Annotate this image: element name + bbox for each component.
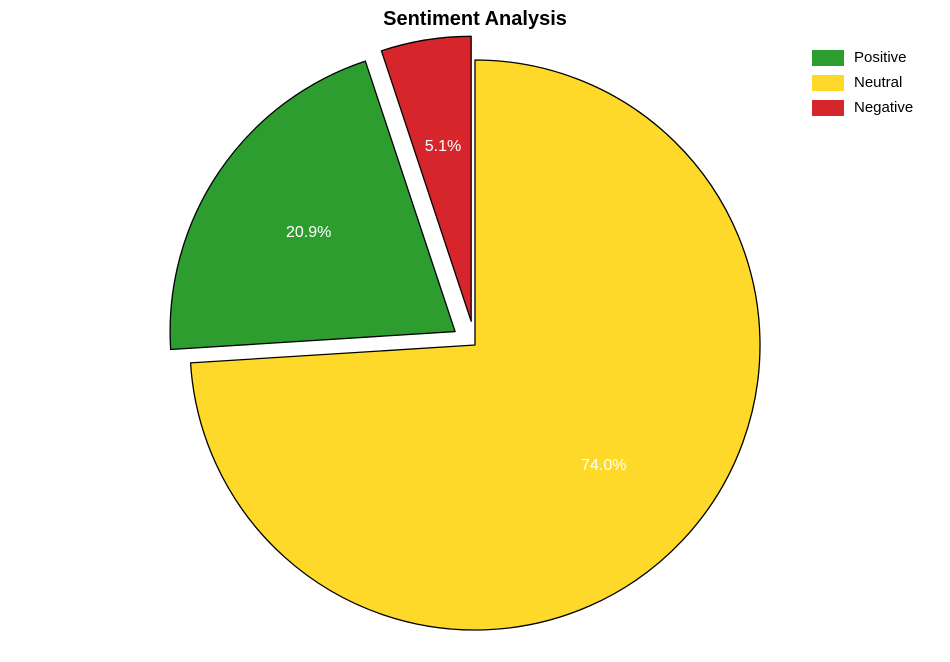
sentiment-pie-chart: Sentiment Analysis 74.0%20.9%5.1% Positi… [0,0,950,662]
legend-swatch-negative [812,100,844,116]
legend: Positive Neutral Negative [812,46,913,121]
legend-swatch-neutral [812,75,844,91]
legend-item-positive: Positive [812,46,913,69]
legend-label-positive: Positive [854,49,907,66]
pie-label-neutral: 74.0% [581,457,626,474]
legend-item-neutral: Neutral [812,71,913,94]
legend-label-neutral: Neutral [854,74,902,91]
pie-label-positive: 20.9% [286,224,331,241]
pie-svg: 74.0% 20.9% 5.1% [0,0,950,662]
legend-swatch-positive [812,50,844,66]
pie-label-negative: 5.1% [425,138,461,155]
legend-item-negative: Negative [812,96,913,119]
legend-label-negative: Negative [854,99,913,116]
